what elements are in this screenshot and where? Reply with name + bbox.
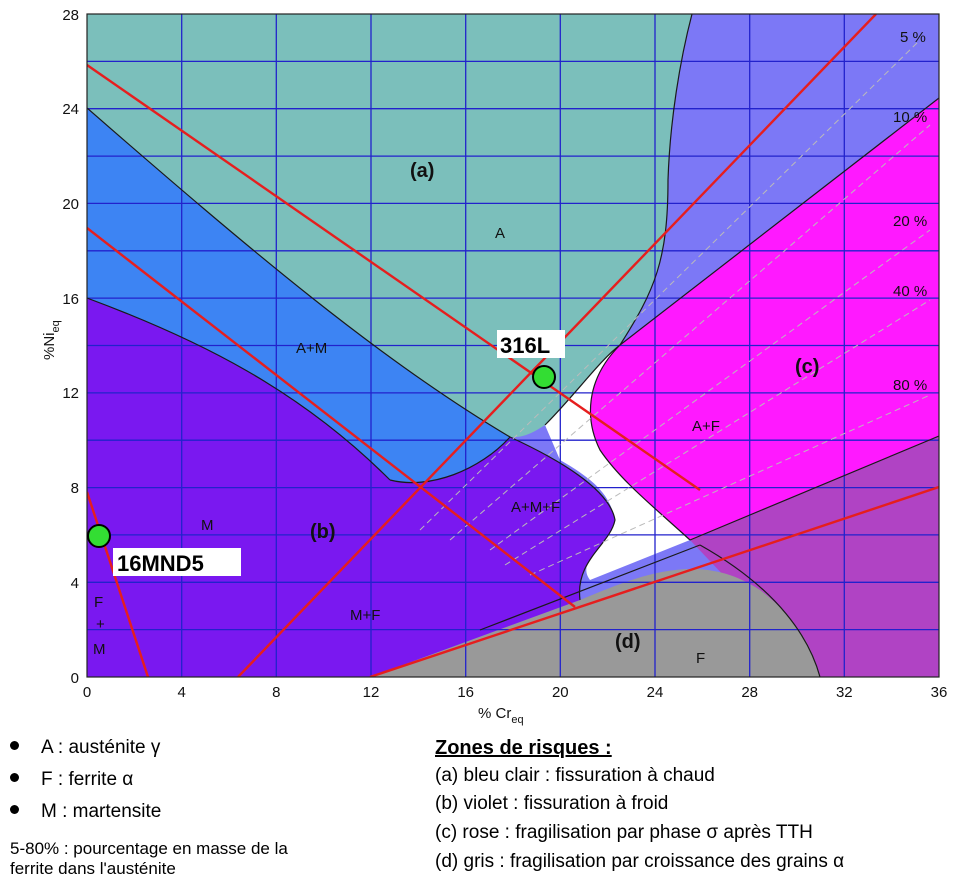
zone-label-c: (c) xyxy=(795,356,819,378)
y-tick-label: 4 xyxy=(71,575,79,592)
x-tick-label: 0 xyxy=(83,684,91,701)
legend-phases: A : austénite γ F : ferrite α M : marten… xyxy=(10,735,430,885)
ferrite-label-10: 10 % xyxy=(893,109,927,126)
point-16mnd5-label: 16MND5 xyxy=(117,551,204,576)
legend-item-label: F : ferrite α xyxy=(41,769,134,790)
phase-label-amf: A+M+F xyxy=(511,499,560,516)
y-tick-label: 16 xyxy=(62,291,79,308)
legend-note-line: 5-80% : pourcentage en masse de la xyxy=(10,839,288,858)
x-tick-label: 20 xyxy=(552,684,569,701)
x-tick-label: 8 xyxy=(272,684,280,701)
x-tick-label: 4 xyxy=(178,684,186,701)
bullet-icon xyxy=(10,805,19,815)
legend-zone-d: (d) gris : fragilisation par croissance … xyxy=(435,851,845,872)
x-tick-label: 24 xyxy=(647,684,664,701)
zone-lower-right xyxy=(690,436,939,677)
x-tick-label: 36 xyxy=(931,684,948,701)
bullet-icon xyxy=(10,741,19,751)
phase-label-a: A xyxy=(495,225,505,242)
point-316l-label: 316L xyxy=(500,333,550,358)
y-tick-label: 12 xyxy=(62,385,79,402)
x-tick-label: 12 xyxy=(363,684,380,701)
legend-zones-title: Zones de risques : xyxy=(435,737,612,759)
ferrite-label-5: 5 % xyxy=(900,29,926,46)
phase-label-m-left: M xyxy=(93,641,106,658)
legend-item-martensite: M : martensite xyxy=(10,802,161,821)
ferrite-label-20: 20 % xyxy=(893,213,927,230)
zone-d xyxy=(370,568,820,677)
legend-note-line: ferrite dans l'austénite xyxy=(10,858,176,878)
phase-label-plus-left: + xyxy=(96,616,105,633)
ferrite-label-40: 40 % xyxy=(893,283,927,300)
zone-label-d: (d) xyxy=(615,631,641,653)
bullet-icon xyxy=(10,773,19,783)
phase-label-m: M xyxy=(201,517,214,534)
phase-label-f-left: F xyxy=(94,594,103,611)
point-316l-label-box xyxy=(497,330,565,358)
y-tick-label: 0 xyxy=(71,670,79,687)
legend-item-label: M : martensite xyxy=(41,801,162,822)
phase-label-mf: M+F xyxy=(350,607,380,624)
legend-zone-a: (a) bleu clair : fissuration à chaud xyxy=(435,765,715,786)
ferrite-label-80: 80 % xyxy=(893,377,927,394)
phase-boundaries xyxy=(87,14,939,677)
legend-item-ferrite: F : ferrite α xyxy=(10,770,133,789)
legend-note: 5-80% : pourcentage en masse de la ferri… xyxy=(10,839,288,878)
y-tick-label: 8 xyxy=(71,480,79,497)
phase-label-af: A+F xyxy=(692,418,720,435)
legend-item-label: A : austénite γ xyxy=(41,737,161,758)
y-axis-label: %Nieq xyxy=(41,320,62,360)
zone-c xyxy=(590,98,939,540)
zone-am xyxy=(87,108,510,483)
zone-label-b: (b) xyxy=(310,521,336,543)
y-tick-label: 28 xyxy=(62,7,79,24)
legend-zone-c: (c) rose : fragilisation par phase σ apr… xyxy=(435,822,813,843)
phase-label-f: F xyxy=(696,650,705,667)
point-16mnd5-label-box xyxy=(113,548,241,576)
grid xyxy=(87,14,939,677)
y-tick-label: 20 xyxy=(62,196,79,213)
x-axis-label: % Creq xyxy=(478,705,524,726)
legend-zone-b: (b) violet : fissuration à froid xyxy=(435,793,669,814)
x-tick-label: 16 xyxy=(457,684,474,701)
ferrite-lines xyxy=(419,39,931,576)
legend-item-austenite: A : austénite γ xyxy=(10,738,160,757)
y-tick-label: 24 xyxy=(62,101,79,118)
zone-label-a: (a) xyxy=(410,160,434,182)
phase-label-am: A+M xyxy=(296,340,327,357)
point-16mnd5 xyxy=(87,524,111,548)
point-316l xyxy=(532,365,556,389)
plot-frame xyxy=(86,13,940,678)
legend-risk-zones: Zones de risques : (a) bleu clair : fiss… xyxy=(435,735,975,885)
x-tick-label: 28 xyxy=(741,684,758,701)
schaeffler-diagram: 5 % 10 % 20 % 40 % 80 % (a) (b) (c) (d) … xyxy=(41,7,948,726)
x-tick-label: 32 xyxy=(836,684,853,701)
zone-white xyxy=(545,345,690,580)
